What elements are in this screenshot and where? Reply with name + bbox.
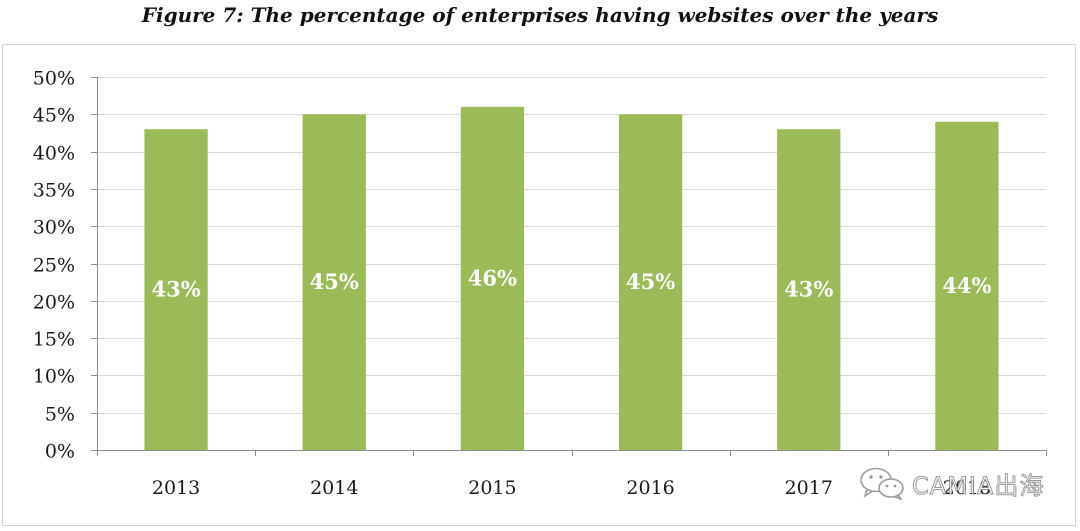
y-tick-label: 30%: [33, 217, 75, 239]
bar-2016: [618, 114, 683, 451]
x-tick-label: 2013: [152, 477, 200, 499]
axes: [91, 77, 1047, 456]
x-tick-labels: 2013 2014 2015 2016 2017 2018: [152, 477, 991, 499]
x-tick-label: 2015: [468, 477, 516, 499]
y-tick-label: 20%: [33, 292, 75, 314]
data-label: 46%: [468, 265, 517, 290]
watermark-text: CAMIA出海: [911, 471, 1045, 500]
figure-title: Figure 7: The percentage of enterprises …: [141, 3, 939, 27]
y-tick-label: 10%: [33, 366, 75, 388]
y-tick-label: 35%: [33, 180, 75, 202]
data-label: 45%: [626, 269, 675, 294]
y-tick-labels: 0% 5% 10% 15% 20% 25% 30% 35% 40% 45% 50%: [33, 68, 75, 463]
data-label: 43%: [784, 277, 833, 302]
watermark: CAMIA出海: [858, 466, 1044, 500]
y-tick-label: 5%: [45, 404, 75, 426]
x-tick-label: 2014: [310, 477, 358, 499]
y-tick-label: 25%: [33, 255, 75, 277]
bar-2018: [935, 121, 999, 450]
y-tick-label: 15%: [33, 329, 75, 351]
data-label: 45%: [310, 269, 359, 294]
bars: [144, 106, 999, 451]
y-tick-label: 0%: [45, 441, 75, 463]
bar-2014: [302, 114, 366, 451]
x-tick-label: 2016: [626, 477, 674, 499]
bar-2015: [460, 106, 525, 450]
bar-2017: [777, 129, 841, 450]
x-tick-label: 2017: [785, 477, 833, 499]
data-label: 44%: [942, 273, 991, 298]
y-tick-label: 50%: [33, 68, 75, 90]
x-tick-label: 2018: [943, 477, 991, 499]
bar-2013: [144, 129, 208, 450]
data-label: 43%: [151, 277, 200, 302]
gridlines: [97, 77, 1046, 414]
y-tick-label: 45%: [33, 105, 75, 127]
data-labels: 43% 45% 46% 45% 43% 44%: [151, 265, 991, 301]
y-tick-label: 40%: [33, 143, 75, 165]
wechat-icon: [860, 467, 904, 500]
